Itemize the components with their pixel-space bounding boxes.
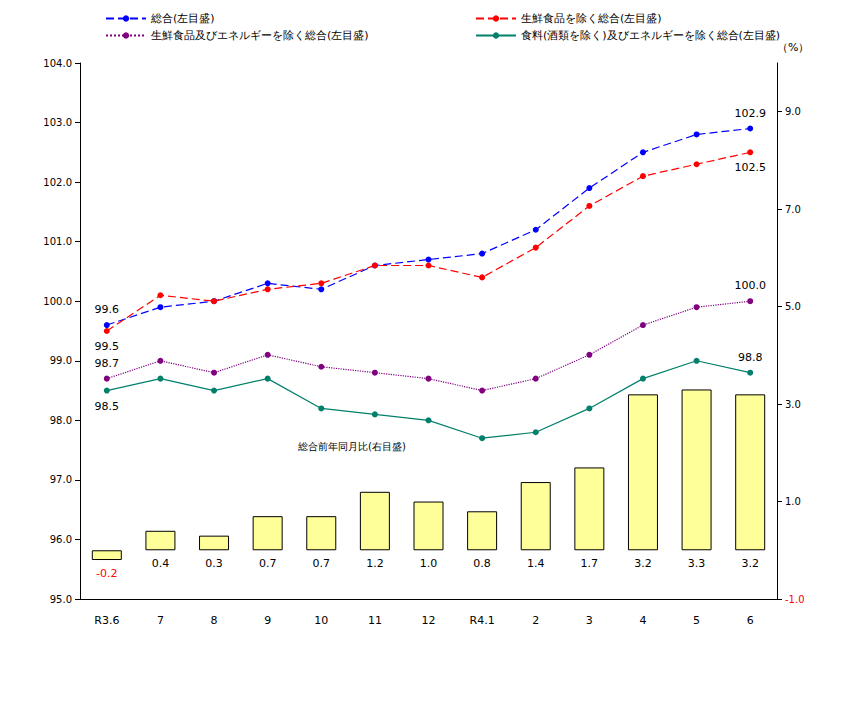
svg-text:100.0: 100.0	[734, 279, 766, 292]
svg-text:0.3: 0.3	[205, 557, 223, 570]
svg-text:1.7: 1.7	[581, 557, 599, 570]
svg-text:7.0: 7.0	[785, 204, 801, 215]
svg-text:3.2: 3.2	[634, 557, 652, 570]
svg-text:1.2: 1.2	[366, 557, 384, 570]
svg-text:100.0: 100.0	[43, 296, 72, 307]
svg-text:98.7: 98.7	[95, 357, 120, 370]
svg-text:3: 3	[586, 614, 593, 627]
svg-text:5.0: 5.0	[785, 301, 801, 312]
svg-text:0.8: 0.8	[473, 557, 491, 570]
svg-text:96.0: 96.0	[50, 534, 72, 545]
svg-text:9.0: 9.0	[785, 106, 801, 117]
svg-text:11: 11	[368, 614, 382, 627]
svg-text:2: 2	[532, 614, 539, 627]
svg-text:生鮮食品及びエネルギーを除く総合(左目盛): 生鮮食品及びエネルギーを除く総合(左目盛)	[151, 29, 369, 42]
svg-text:-0.2: -0.2	[96, 567, 117, 580]
svg-text:99.6: 99.6	[95, 303, 120, 316]
svg-text:-1.0: -1.0	[785, 594, 805, 605]
svg-text:R4.1: R4.1	[470, 614, 495, 627]
svg-text:102.9: 102.9	[734, 107, 766, 120]
svg-text:4: 4	[639, 614, 646, 627]
svg-text:5: 5	[693, 614, 700, 627]
svg-text:7: 7	[157, 614, 164, 627]
svg-text:3.2: 3.2	[741, 557, 759, 570]
svg-text:3.0: 3.0	[785, 399, 801, 410]
svg-text:97.0: 97.0	[50, 474, 72, 485]
svg-text:1.0: 1.0	[785, 496, 801, 507]
svg-text:95.0: 95.0	[50, 594, 72, 605]
svg-text:（%）: （%）	[777, 41, 809, 54]
svg-text:98.0: 98.0	[50, 415, 72, 426]
svg-text:食料(酒類を除く)及びエネルギーを除く総合(左目盛): 食料(酒類を除く)及びエネルギーを除く総合(左目盛)	[521, 29, 780, 42]
svg-text:0.7: 0.7	[313, 557, 331, 570]
svg-text:生鮮食品を除く総合(左目盛): 生鮮食品を除く総合(左目盛)	[521, 12, 662, 25]
svg-text:総合前年同月比(右目盛): 総合前年同月比(右目盛)	[297, 441, 406, 452]
svg-text:101.0: 101.0	[43, 236, 72, 247]
svg-text:102.5: 102.5	[734, 161, 766, 174]
svg-text:99.0: 99.0	[50, 355, 72, 366]
svg-text:10: 10	[314, 614, 328, 627]
svg-text:99.5: 99.5	[95, 340, 120, 353]
svg-text:98.8: 98.8	[738, 351, 763, 364]
svg-text:0.4: 0.4	[152, 557, 170, 570]
svg-text:R3.6: R3.6	[94, 614, 119, 627]
svg-text:3.3: 3.3	[688, 557, 706, 570]
svg-text:総合(左目盛): 総合(左目盛)	[150, 12, 215, 25]
svg-text:8: 8	[211, 614, 218, 627]
svg-text:0.7: 0.7	[259, 557, 277, 570]
svg-text:1.4: 1.4	[527, 557, 545, 570]
svg-text:104.0: 104.0	[43, 58, 72, 69]
svg-text:6: 6	[747, 614, 754, 627]
svg-text:9: 9	[264, 614, 271, 627]
svg-text:12: 12	[422, 614, 436, 627]
svg-text:103.0: 103.0	[43, 117, 72, 128]
svg-text:1.0: 1.0	[420, 557, 438, 570]
svg-text:98.5: 98.5	[95, 400, 120, 413]
svg-text:102.0: 102.0	[43, 177, 72, 188]
